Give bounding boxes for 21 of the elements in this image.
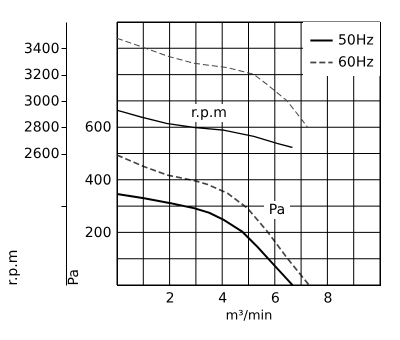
y-tick-label: 400 — [84, 172, 112, 188]
y2-tick-label: 2800 — [24, 120, 60, 136]
y2-tick-label: 3000 — [24, 93, 60, 110]
annotation: r.p.m — [191, 105, 227, 121]
y2-tick-label: 2600 — [24, 146, 60, 162]
y2-axis-title: r.p.m — [4, 250, 21, 286]
y-tick-label: 600 — [84, 120, 112, 136]
line-series — [116, 154, 310, 286]
x-tick-label: 4 — [218, 290, 228, 306]
legend-label: 60Hz — [338, 54, 374, 70]
y-tick-label: 200 — [84, 224, 112, 241]
x-tick-label: 8 — [323, 290, 332, 306]
legend-label: 50Hz — [338, 32, 374, 48]
x-axis-title: m³/min — [226, 308, 272, 324]
y-axis-title: Pa — [66, 269, 82, 286]
y2-tick-label: 3200 — [24, 67, 60, 84]
annotation: Pa — [268, 202, 286, 218]
y2-tick-label: 3400 — [24, 40, 60, 57]
line-series — [116, 38, 308, 128]
x-tick-label: 6 — [270, 290, 280, 306]
x-tick-label: 2 — [166, 290, 175, 306]
